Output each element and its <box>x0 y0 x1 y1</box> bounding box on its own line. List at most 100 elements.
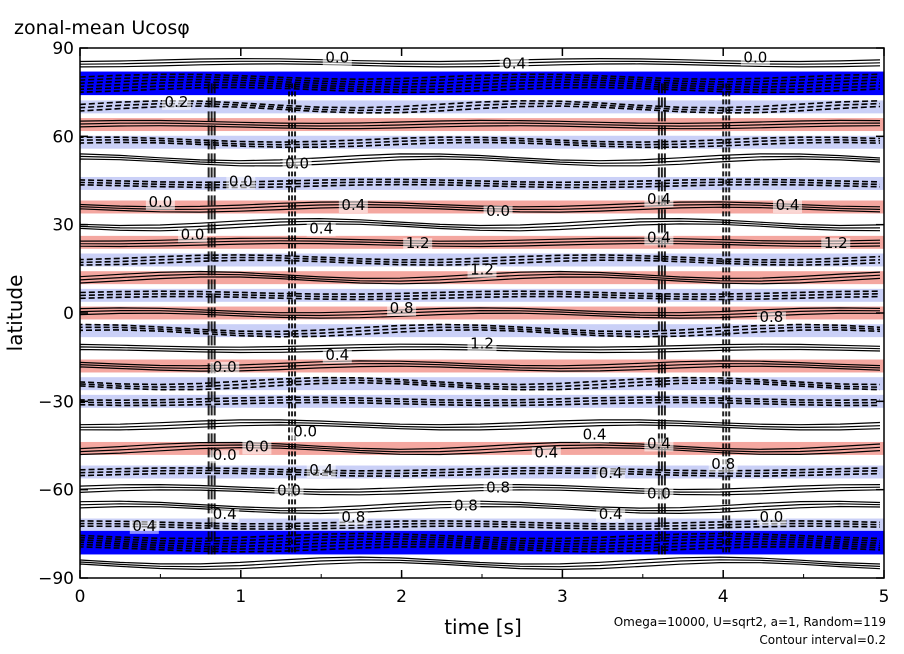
contour-label-bg <box>644 232 674 246</box>
contour-label: 0.4 <box>647 434 671 452</box>
contour-label-bg <box>403 238 433 252</box>
contour-line <box>80 472 881 477</box>
contour-line <box>80 362 881 370</box>
x-tick-label: 2 <box>396 587 407 607</box>
y-tick-label: 30 <box>52 216 74 236</box>
contour-line <box>80 136 881 143</box>
contour-label: 0.0 <box>181 225 205 243</box>
contour-label-bg <box>467 264 497 278</box>
contour-label-bg <box>210 361 240 375</box>
contour-label-bg <box>242 441 272 455</box>
contour-label: 0.4 <box>647 190 671 208</box>
contour-line <box>80 63 881 68</box>
transient-bursts <box>207 83 731 555</box>
contour-line <box>80 312 880 319</box>
contour-line <box>80 86 881 94</box>
band <box>80 441 884 455</box>
contour-label: 0.4 <box>132 517 156 535</box>
contour-line <box>80 343 881 348</box>
contour-label-bg <box>644 438 674 452</box>
contour-line <box>80 483 881 491</box>
contour-line <box>80 273 881 282</box>
contour-line <box>80 217 881 227</box>
contour-label-bg <box>274 485 304 499</box>
contour-line <box>80 78 881 86</box>
y-tick-label: −90 <box>38 569 74 589</box>
contour-line <box>80 365 881 372</box>
contour-label: 0.4 <box>583 426 607 444</box>
contour-label: 0.8 <box>760 308 784 326</box>
contour-label-bg <box>644 488 674 502</box>
contour-label-bg <box>145 197 175 210</box>
contour-line <box>80 122 881 127</box>
contour-line <box>80 546 881 553</box>
contour-line <box>80 290 881 295</box>
contour-line <box>80 561 881 571</box>
contour-label-bg <box>129 520 159 534</box>
contour-label-bg <box>773 199 803 213</box>
contour-label-bg <box>387 303 417 316</box>
contour-line <box>80 520 881 525</box>
contour-line <box>80 376 881 386</box>
contour-line <box>80 401 880 407</box>
contour-label-bg <box>451 500 481 514</box>
contour-label: 1.2 <box>824 234 848 252</box>
contour-line <box>80 119 881 125</box>
contour-line <box>80 556 881 565</box>
contour-label-bg <box>483 205 513 219</box>
contour-label: 0.0 <box>760 508 784 526</box>
contour-line <box>80 76 881 83</box>
plot-area: 0.0 0.4 0.0 0.2 0.0 0.0 0.0 0.4 0.0 0.4 0.4 0.0 0.4 1… <box>80 48 884 578</box>
contour-label: 0.4 <box>647 228 671 246</box>
contour-line <box>80 329 881 338</box>
contour-line <box>80 535 881 543</box>
contour-label-bg <box>338 512 368 526</box>
contour-line <box>80 158 881 167</box>
contour-line <box>80 276 881 285</box>
contour-line <box>80 256 881 264</box>
contour-line <box>80 138 881 146</box>
contour-line <box>80 73 881 81</box>
contour-label: 1.2 <box>406 234 430 252</box>
contour-label: 0.0 <box>245 437 269 455</box>
contour-label: 0.8 <box>486 479 510 497</box>
contour-label-bg <box>756 311 786 325</box>
contour-label: 0.4 <box>213 505 237 523</box>
contour-label-bg <box>821 238 851 252</box>
contour-interval-note: Contour interval=0.2 <box>759 633 886 647</box>
contour-line <box>80 543 881 550</box>
y-tick-label: 60 <box>52 127 74 147</box>
y-tick-label: −60 <box>38 481 74 501</box>
contour-line <box>80 419 881 426</box>
contour-label-bg <box>644 194 674 208</box>
contour-label: 0.0 <box>213 358 237 376</box>
contour-line <box>80 522 881 528</box>
contour-label: 1.2 <box>470 261 494 279</box>
contour-line <box>80 125 881 130</box>
contour-label: 0.8 <box>341 508 365 526</box>
contour-line <box>80 399 881 404</box>
contour-line <box>80 206 881 213</box>
x-axis-label: time [s] <box>444 615 522 639</box>
contour-label-bg <box>226 176 256 190</box>
contour-line <box>80 240 881 245</box>
contour-label: 0.0 <box>285 155 309 173</box>
contour-label-bg <box>210 509 240 523</box>
x-tick-label: 3 <box>557 587 568 607</box>
contour-label: 0.0 <box>229 172 253 190</box>
contour-label-bg <box>338 199 368 213</box>
contour-label: 0.4 <box>599 464 623 482</box>
contour-line <box>80 446 881 456</box>
contour-label: 0.4 <box>599 505 623 523</box>
contour-line <box>80 181 881 186</box>
y-tick-label: 0 <box>63 304 74 324</box>
contour-line <box>80 396 881 402</box>
contour-label-bg <box>740 52 770 66</box>
contour-label: 0.0 <box>148 193 172 211</box>
x-tick-label: 1 <box>235 587 246 607</box>
contour-line <box>80 538 881 545</box>
contour-label-bg <box>580 429 610 443</box>
contour-line <box>80 559 881 568</box>
contour-line <box>80 444 881 453</box>
contour-label-bg <box>306 223 336 237</box>
